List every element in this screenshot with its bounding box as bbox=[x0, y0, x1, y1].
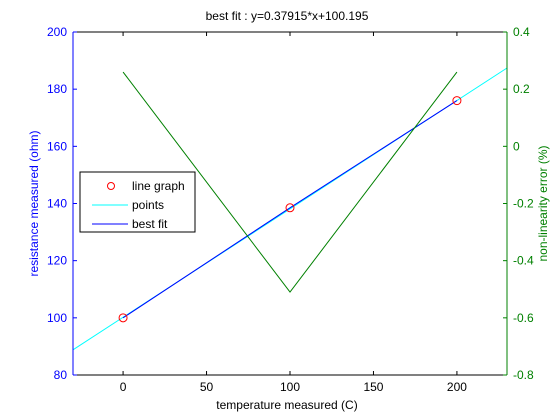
right-y-tick-label: -0.8 bbox=[513, 368, 534, 382]
right-y-tick-label: -0.4 bbox=[513, 254, 534, 268]
left-y-tick-label: 120 bbox=[47, 254, 67, 268]
right-y-tick-label: 0.4 bbox=[513, 25, 530, 39]
right-y-tick-label: -0.6 bbox=[513, 311, 534, 325]
legend-item-best-fit: best fit bbox=[92, 217, 168, 231]
legend-label-line-graph: line graph bbox=[132, 179, 185, 193]
legend-label-points: points bbox=[132, 198, 164, 212]
legend-item-line-graph: line graph bbox=[107, 179, 185, 193]
series-line-best-fit bbox=[122, 100, 458, 319]
legend-marker-line-graph bbox=[107, 182, 115, 190]
left-y-tick-label: 200 bbox=[47, 25, 67, 39]
x-tick-label: 200 bbox=[447, 380, 467, 394]
right-y-tick-label: -0.2 bbox=[513, 197, 534, 211]
series-marker-line-graph bbox=[285, 203, 295, 213]
left-y-axis-label: resistance measured (ohm) bbox=[27, 130, 41, 276]
x-tick-label: 150 bbox=[363, 380, 383, 394]
left-y-tick-label: 140 bbox=[47, 197, 67, 211]
left-y-tick-label: 100 bbox=[47, 311, 67, 325]
right-y-axis-label: non-linearity error (%) bbox=[536, 145, 550, 261]
x-tick-label: 0 bbox=[120, 380, 127, 394]
legend: line graph points best fit bbox=[79, 171, 196, 233]
series-marker-line-graph bbox=[118, 313, 128, 323]
series-layer bbox=[72, 67, 508, 351]
axes-layer: 0 50 100 150 200 80 100 120 140 160 180 200 -0.8 -0.6… bbox=[47, 25, 534, 394]
legend-box bbox=[79, 171, 196, 233]
legend-item-points: points bbox=[92, 198, 164, 212]
left-y-tick-label: 80 bbox=[54, 368, 68, 382]
x-tick-label: 50 bbox=[200, 380, 214, 394]
left-y-tick-label: 180 bbox=[47, 82, 67, 96]
right-y-tick-label: 0.2 bbox=[513, 82, 530, 96]
left-y-tick-label: 160 bbox=[47, 139, 67, 153]
legend-label-best-fit: best fit bbox=[132, 217, 168, 231]
chart-title: best fit : y=0.37915*x+100.195 bbox=[206, 9, 369, 23]
series-line-nonlinearity-error bbox=[122, 71, 458, 293]
x-axis-label: temperature measured (C) bbox=[216, 398, 357, 412]
x-tick-label: 100 bbox=[280, 380, 300, 394]
right-y-tick-label: 0 bbox=[513, 139, 520, 153]
series-marker-line-graph bbox=[452, 96, 462, 106]
